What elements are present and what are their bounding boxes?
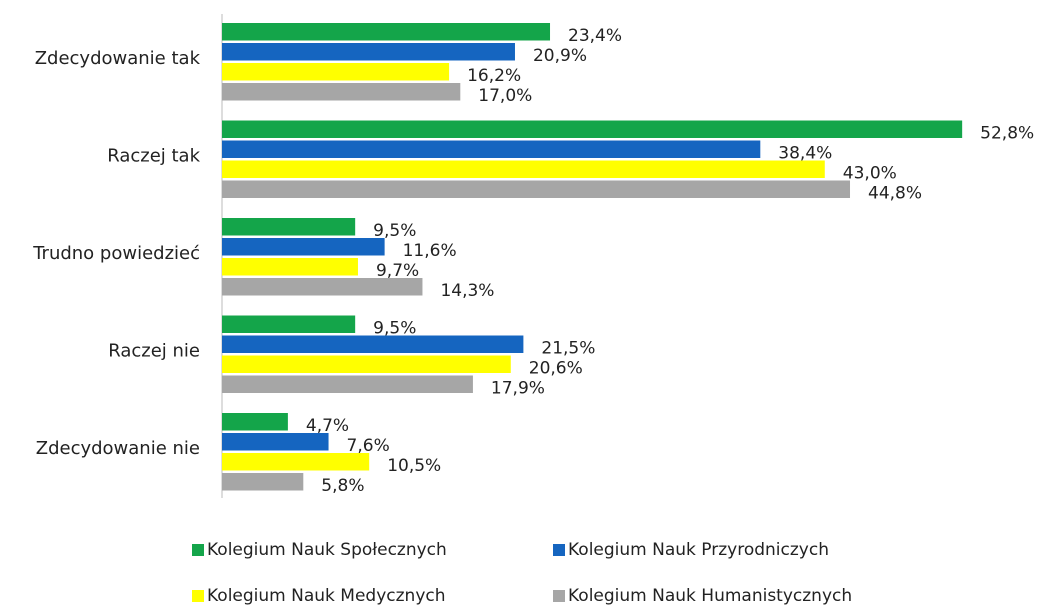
value-label: 4,7% [306, 416, 349, 436]
bar [222, 23, 551, 41]
bar [222, 83, 461, 101]
category-label: Zdecydowanie nie [36, 438, 200, 459]
legend-swatch [553, 590, 565, 602]
category-label: Raczej nie [108, 341, 200, 362]
value-label: 21,5% [541, 338, 595, 358]
bar [222, 43, 515, 61]
value-label: 5,8% [321, 476, 364, 496]
bar [222, 258, 358, 276]
bar [222, 218, 356, 236]
value-label: 16,2% [467, 66, 521, 86]
legend-swatch [192, 544, 204, 556]
legend-label: Kolegium Nauk Medycznych [207, 586, 446, 606]
bar [222, 120, 963, 138]
value-label: 38,4% [778, 143, 832, 163]
bar [222, 238, 385, 256]
legend-label: Kolegium Nauk Humanistycznych [568, 586, 852, 606]
value-label: 44,8% [868, 183, 922, 203]
bar [222, 315, 356, 333]
value-label: 17,9% [491, 378, 545, 398]
value-label: 20,6% [529, 358, 583, 378]
value-label: 11,6% [403, 241, 457, 261]
legend-label: Kolegium Nauk Społecznych [207, 540, 447, 560]
value-label: 9,5% [373, 221, 416, 241]
value-label: 43,0% [843, 163, 897, 183]
bar [222, 473, 304, 491]
legend-swatch [192, 590, 204, 602]
value-label: 17,0% [478, 86, 532, 106]
value-label: 9,7% [376, 261, 419, 281]
value-label: 9,5% [373, 318, 416, 338]
bar [222, 355, 511, 373]
bar [222, 278, 423, 296]
bar [222, 140, 761, 158]
value-label: 10,5% [387, 456, 441, 476]
bar [222, 180, 851, 198]
value-label: 52,8% [980, 123, 1034, 143]
legend-label: Kolegium Nauk Przyrodniczych [568, 540, 829, 560]
bar [222, 375, 473, 393]
value-label: 7,6% [347, 436, 390, 456]
category-label: Zdecydowanie tak [35, 48, 201, 69]
bar [222, 160, 825, 178]
legend-swatch [553, 544, 565, 556]
category-label: Raczej tak [107, 146, 200, 167]
bar [222, 63, 450, 81]
value-label: 23,4% [568, 26, 622, 46]
bar [222, 453, 370, 471]
bar [222, 413, 288, 431]
bar [222, 433, 329, 451]
category-label: Trudno powiedzieć [32, 243, 200, 264]
value-label: 20,9% [533, 46, 587, 66]
value-label: 14,3% [440, 281, 494, 301]
bar [222, 335, 524, 353]
